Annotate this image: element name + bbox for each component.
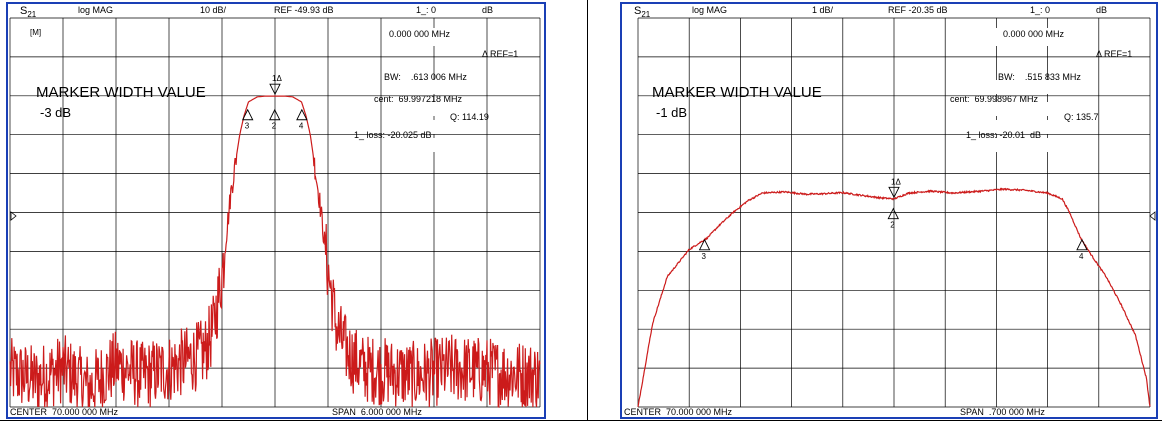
annotation-delta-freq: 0.000 000 MHz [1003, 29, 1065, 39]
marker-label: 3 [702, 252, 707, 261]
annotation-ref-mode: Δ REF=1 [482, 49, 518, 59]
chart-svg-left: S21 log MAG 10 dB/ REF -49.93 dB 1_: 0 d… [6, 2, 546, 419]
markers-left: 1Δ 2 3 4 [241, 74, 308, 131]
annotation-bw: BW: .613 006 MHz [384, 72, 467, 82]
reference-position-marker-right [1149, 211, 1156, 221]
graticule [637, 17, 1151, 408]
annotation-loss: 1_ loss: -20.025 dB [354, 130, 432, 140]
annotation-box [382, 28, 482, 46]
marker-1-delta: 1Δ [888, 177, 901, 199]
annotation-cent: cent: 69.998967 MHz [950, 94, 1039, 104]
chart-panel-left: S21 log MAG 10 dB/ REF -49.93 dB 1_: 0 d… [6, 2, 546, 419]
annotation-title: MARKER WIDTH VALUE [36, 84, 206, 101]
reference-position-marker-left [10, 211, 17, 221]
parameter-label: S21 [634, 5, 651, 19]
chart-svg-right: S21 log MAG 1 dB/ REF -20.35 dB 1_: 0 dB… [620, 2, 1158, 419]
panel-divider [587, 0, 588, 421]
marker-3: 3 [241, 108, 254, 131]
marker-label: 4 [299, 122, 304, 131]
annotation-box [996, 80, 1096, 94]
marker-4: 4 [1076, 238, 1088, 261]
format-label: log MAG [78, 5, 113, 15]
marker-unit: dB [1096, 5, 1107, 15]
scale-label: 1 dB/ [812, 5, 834, 15]
annotation-box [382, 102, 482, 116]
corner-label: [M] [30, 28, 41, 37]
annotation-ref-mode: Δ REF=1 [1096, 49, 1132, 59]
trace-s21-left [9, 95, 541, 408]
annotation-q: Q: 114.19 [450, 112, 489, 122]
annotation-level: -1 dB [656, 105, 687, 120]
annotation-boxes [382, 28, 482, 152]
annotation-box [996, 120, 1096, 134]
marker-label: 1Δ [272, 74, 282, 83]
reference-label: REF -20.35 dB [888, 5, 948, 15]
annotation-box [382, 80, 482, 94]
annotation-boxes [996, 28, 1096, 152]
annotation-title: MARKER WIDTH VALUE [652, 84, 822, 101]
annotation-cent: cent: 69.997218 MHz [374, 94, 463, 104]
annotation-box [996, 102, 1096, 116]
span-label: SPAN 6.000 000 MHz [332, 407, 422, 417]
marker-label: 3 [245, 122, 250, 131]
marker-2: 2 [887, 207, 899, 230]
parameter-label: S21 [20, 5, 37, 19]
reference-label: REF -49.93 dB [274, 5, 334, 15]
center-label: CENTER 70.000 000 MHz [624, 407, 733, 417]
marker-label: 2 [890, 221, 895, 230]
marker-1-delta: 1Δ [269, 74, 282, 96]
annotation-loss: 1_ loss: -20.01 dB [966, 130, 1041, 140]
chart-panel-right: S21 log MAG 1 dB/ REF -20.35 dB 1_: 0 dB… [620, 2, 1158, 419]
marker-readout: 1_: 0 [416, 5, 436, 15]
span-label: SPAN .700 000 MHz [960, 407, 1045, 417]
marker-2: 2 [269, 108, 281, 131]
center-label: CENTER 70.000 000 MHz [10, 407, 119, 417]
annotation-q: Q: 135.7 [1064, 112, 1099, 122]
marker-unit: dB [482, 5, 493, 15]
annotation-box [382, 120, 482, 134]
annotation-box [996, 28, 1096, 46]
annotation-bw: BW: .515 833 MHz [998, 72, 1081, 82]
marker-label: 4 [1079, 252, 1084, 261]
marker-label: 2 [272, 122, 277, 131]
annotation-box [382, 138, 482, 152]
marker-3: 3 [698, 238, 711, 261]
annotation-delta-freq: 0.000 000 MHz [389, 29, 451, 39]
markers-right: 1Δ 2 3 4 [698, 177, 1088, 261]
marker-readout: 1_: 0 [1030, 5, 1050, 15]
marker-4: 4 [296, 108, 308, 131]
scale-label: 10 dB/ [200, 5, 227, 15]
chart-frame [620, 2, 1158, 419]
marker-label: 1Δ [891, 177, 901, 186]
annotation-level: -3 dB [40, 105, 71, 120]
format-label: log MAG [692, 5, 727, 15]
annotation-box [996, 138, 1096, 152]
